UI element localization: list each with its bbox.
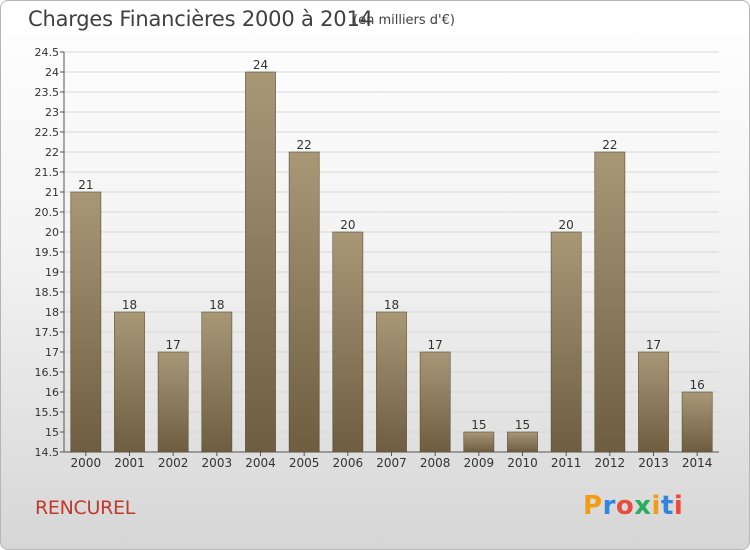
bar-value-label: 17 (166, 338, 181, 352)
bar (419, 351, 451, 453)
x-tick-label: 2014 (682, 456, 713, 470)
y-tick-label: 19.5 (35, 246, 60, 259)
bar-value-label: 18 (384, 298, 399, 312)
y-tick-label: 18.5 (35, 286, 60, 299)
chart-subtitle: (en milliers d'€) (353, 13, 455, 28)
y-tick-label: 21.5 (35, 166, 60, 179)
x-tick-label: 2001 (114, 456, 145, 470)
bar (70, 191, 102, 453)
logo-letter: i (673, 491, 684, 521)
y-tick-label: 17.5 (35, 326, 60, 339)
y-tick-label: 16 (45, 386, 59, 399)
y-tick-label: 23.5 (35, 86, 60, 99)
bar-value-label: 22 (297, 138, 312, 152)
bar (245, 71, 276, 453)
bar-value-label: 17 (646, 338, 661, 352)
x-tick-label: 2007 (376, 456, 407, 470)
bar-value-label: 18 (209, 298, 224, 312)
y-tick-label: 18 (45, 306, 59, 319)
bar (638, 351, 669, 453)
x-tick-label: 2005 (289, 456, 320, 470)
bar (332, 231, 364, 453)
bar-value-label: 15 (515, 418, 530, 432)
y-tick-label: 24 (45, 66, 59, 79)
bar (594, 151, 626, 453)
y-tick-label: 23 (45, 106, 59, 119)
logo-letter: i (651, 491, 661, 521)
x-tick-label: 2003 (202, 456, 233, 470)
x-tick-label: 2013 (638, 456, 669, 470)
y-tick-label: 17 (45, 346, 59, 359)
y-tick-label: 24.5 (35, 46, 60, 59)
bar (550, 231, 582, 453)
bar-value-label: 24 (253, 58, 268, 72)
bar (376, 311, 407, 453)
bar-value-label: 16 (690, 378, 705, 392)
bar-value-label: 20 (340, 218, 355, 232)
bar-value-label: 21 (78, 178, 93, 192)
x-tick-label: 2009 (464, 456, 495, 470)
y-tick-label: 14.5 (35, 446, 60, 459)
logo-letter: x (634, 491, 652, 521)
bar (681, 391, 713, 453)
x-tick-label: 2010 (507, 456, 538, 470)
label-layer: 21 2000 18 2001 17 2002 18 2003 24 2004 22 2005 20 20… (71, 58, 713, 470)
logo-letter: t (660, 491, 674, 521)
logo-letter: r (602, 491, 616, 521)
bar (114, 311, 145, 453)
x-tick-label: 2012 (595, 456, 626, 470)
bar (201, 311, 233, 453)
y-tick-label: 22.5 (35, 126, 60, 139)
y-tick-label: 20.5 (35, 206, 60, 219)
bar-layer (70, 71, 713, 453)
bar (157, 351, 189, 453)
y-tick-label: 15 (45, 426, 59, 439)
bar (507, 431, 538, 453)
bar-value-label: 20 (559, 218, 574, 232)
proxiti-logo: Proxiti (583, 491, 683, 521)
chart-title: Charges Financières 2000 à 2014 (28, 7, 373, 31)
y-tick-label: 15.5 (35, 406, 60, 419)
x-tick-label: 2008 (420, 456, 451, 470)
logo-letter: P (583, 491, 603, 521)
y-tick-label: 16.5 (35, 366, 60, 379)
logo-letter: o (615, 491, 635, 521)
y-tick-label: 19 (45, 266, 59, 279)
y-tick-label: 20 (45, 226, 59, 239)
commune-name: RENCUREL (35, 497, 135, 519)
x-tick-label: 2000 (71, 456, 102, 470)
bar-value-label: 17 (428, 338, 443, 352)
x-tick-label: 2011 (551, 456, 582, 470)
bar-value-label: 18 (122, 298, 137, 312)
bar (463, 431, 495, 453)
bar-value-label: 22 (602, 138, 617, 152)
y-tick-label: 22 (45, 146, 59, 159)
bar (288, 151, 320, 453)
x-tick-label: 2002 (158, 456, 189, 470)
y-tick-label: 21 (45, 186, 59, 199)
x-tick-label: 2004 (245, 456, 276, 470)
bar-value-label: 15 (471, 418, 486, 432)
x-tick-label: 2006 (333, 456, 364, 470)
